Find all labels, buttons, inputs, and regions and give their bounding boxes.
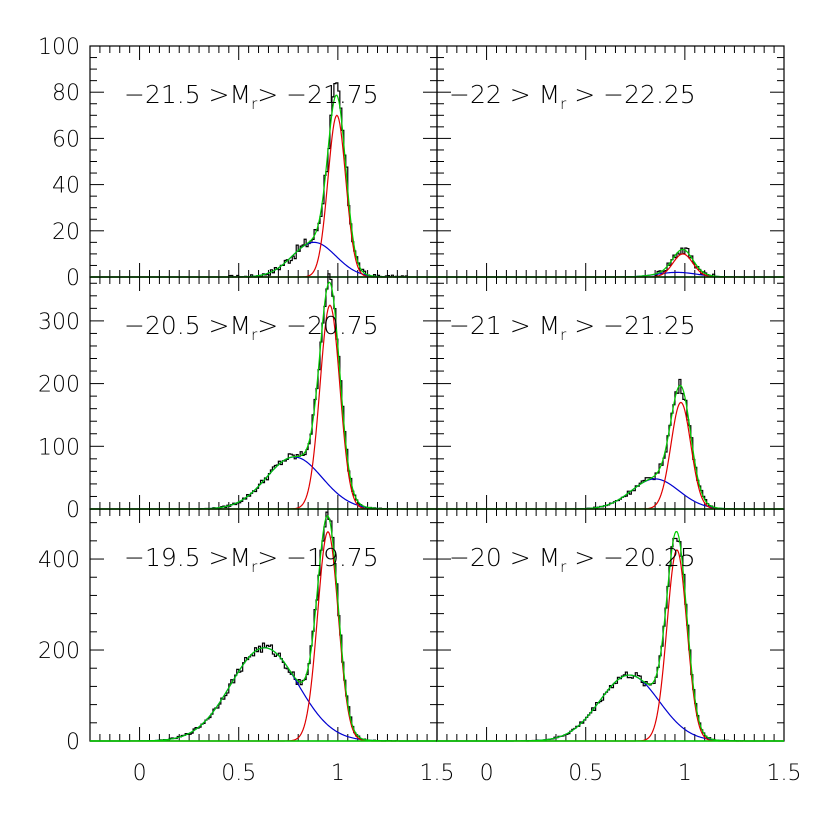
panel-p5: 0 200 400 −19.5 >Mr> −19.75 (38, 508, 438, 755)
y-tick-label: 400 (38, 548, 80, 573)
y-tick-label: 80 (52, 81, 80, 106)
panel-label-pre: −21 > M (449, 311, 560, 340)
panel-label-post: > −21.75 (257, 80, 378, 109)
red-component-curve (437, 253, 784, 278)
total-fit-curve (437, 248, 784, 278)
panel-label-pre: −20 > M (449, 543, 560, 572)
blue-component-curve (90, 241, 437, 278)
y-tick-label: 60 (52, 127, 80, 152)
panel-label-post: > −21.25 (566, 311, 695, 340)
x-tick-label: 0.5 (568, 761, 603, 786)
panel-p2: −22 > Mr > −22.25 (436, 45, 785, 278)
x-tick-labels: 0 0.5 1 1.5 0 0.5 1 1.5 (133, 761, 802, 786)
panel-label-pre: −19.5 >M (124, 543, 251, 572)
panel-label-sub: r (560, 558, 567, 576)
total-fit-curve (90, 94, 437, 278)
panel-label-pre: −21.5 >M (124, 80, 251, 109)
panel-label-pre: −20.5 >M (124, 311, 251, 340)
x-tick-label: 0 (480, 761, 494, 786)
y-tick-label: 40 (52, 174, 80, 199)
red-component-curve (437, 549, 784, 742)
red-component-curve (90, 114, 437, 278)
y-tick-label: 0 (66, 266, 80, 291)
y-tick-label: 100 (38, 35, 80, 60)
histogram-p4 (585, 378, 716, 510)
panel-label-sub: r (251, 95, 258, 113)
blue-component-curve (437, 478, 784, 510)
panel-label-sub: r (251, 558, 258, 576)
histogram-p3 (198, 273, 389, 510)
red-component-curve (437, 401, 784, 510)
y-tick-label: 100 (38, 435, 80, 460)
panel-label-sub: r (560, 326, 567, 344)
panel-p1: 0 20 40 60 80 100 −21.5 >Mr> −21.75 (38, 35, 438, 291)
x-tick-label: 0.5 (221, 761, 256, 786)
x-tick-label: 0 (133, 761, 147, 786)
x-tick-label: 1.5 (420, 761, 455, 786)
panel-p3: 0 100 200 300 −20.5 >Mr> −20.75 (38, 273, 438, 523)
x-tick-label: 1 (331, 761, 345, 786)
panel-label-sub: r (560, 95, 567, 113)
y-tick-label: 0 (66, 498, 80, 523)
panel-label-pre: −22 > M (449, 80, 560, 109)
y-tick-label: 200 (38, 373, 80, 398)
x-tick-label: 1 (678, 761, 692, 786)
panel-p6: −20 > Mr > −20.25 (436, 508, 785, 742)
panel-label: −21 > Mr > −21.25 (449, 311, 696, 344)
panel-label-post: > −20.75 (257, 311, 378, 340)
panel-label: −19.5 >Mr> −19.75 (124, 543, 379, 576)
total-fit-curve (437, 384, 784, 510)
y-tick-label: 300 (38, 310, 80, 335)
panel-label: −22 > Mr > −22.25 (449, 80, 696, 113)
panel-label: −20 > Mr > −20.25 (449, 543, 696, 576)
y-tick-label: 200 (38, 639, 80, 664)
panel-label-sub: r (251, 326, 258, 344)
panel-p4: −21 > Mr > −21.25 (436, 276, 785, 510)
x-tick-label: 1.5 (767, 761, 802, 786)
y-tick-label: 20 (52, 220, 80, 245)
panel-label-post: > −22.25 (566, 80, 695, 109)
panel-label-post: > −19.75 (257, 543, 378, 572)
y-tick-label: 0 (66, 730, 80, 755)
blue-component-curve (90, 647, 437, 742)
panel-label-post: > −20.25 (566, 543, 695, 572)
panel-label: −20.5 >Mr> −20.75 (124, 311, 379, 344)
blue-component-curve (437, 674, 784, 742)
panel-label: −21.5 >Mr> −21.75 (124, 80, 379, 113)
